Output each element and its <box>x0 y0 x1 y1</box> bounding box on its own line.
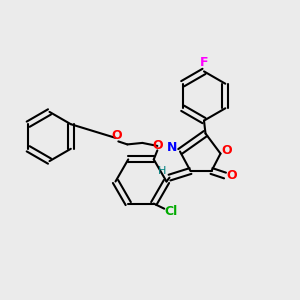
Text: Cl: Cl <box>164 205 178 218</box>
Text: O: O <box>222 144 232 157</box>
Text: N: N <box>167 141 178 154</box>
Text: O: O <box>112 129 122 142</box>
Text: O: O <box>226 169 237 182</box>
Text: O: O <box>152 139 163 152</box>
Text: F: F <box>200 56 208 70</box>
Text: H: H <box>158 166 166 176</box>
